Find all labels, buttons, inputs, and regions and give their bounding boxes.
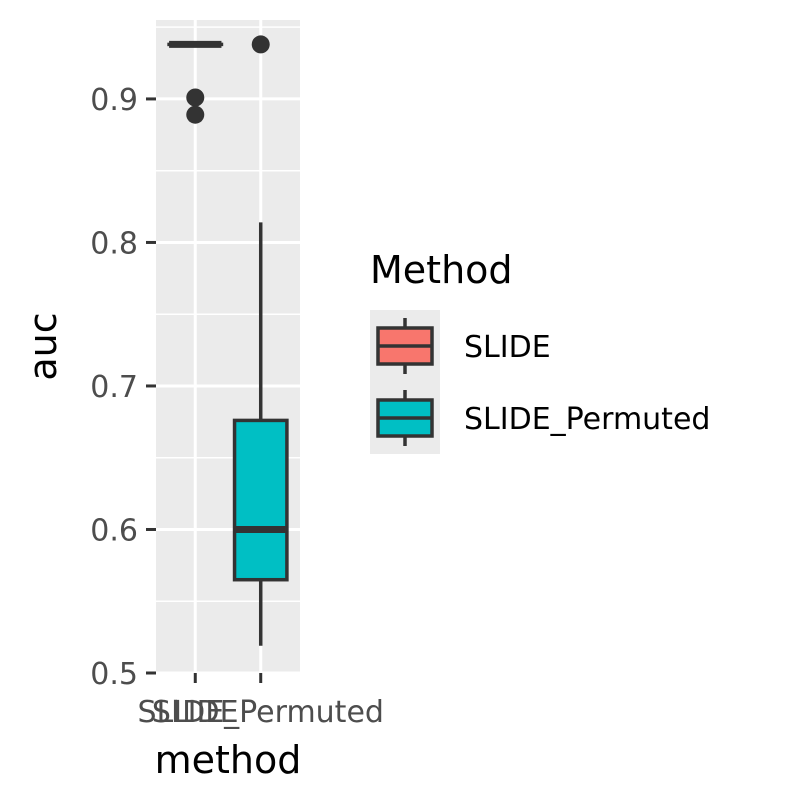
outlier-point [186,88,205,107]
legend-label: SLIDE_Permuted [464,402,710,437]
x-tick-label: SLIDE [152,695,239,730]
legend: Method SLIDE SLIDE_Permuted [370,248,710,454]
x-tick-label: SLIDE_Permuted [138,695,384,730]
legend-key-SLIDE [370,310,440,382]
y-tick-label: 0.9 [90,83,138,118]
y-axis-title: auc [21,312,65,380]
grid-minor [156,26,300,602]
y-tick-label: 0.5 [90,657,138,692]
legend-key-SLIDE_Permuted [370,382,440,454]
box-SLIDE_Permuted [232,35,289,646]
boxes [167,35,289,646]
box-SLIDE [167,40,224,124]
legend-label: SLIDE [464,330,551,365]
legend-title: Method [370,248,513,292]
x-axis-title: method [155,738,302,782]
outlier-point [186,105,205,124]
y-tick-label: 0.6 [90,513,138,548]
y-tick-label: 0.7 [90,370,138,405]
y-tick-label: 0.8 [90,226,138,261]
iqr-box [232,418,289,582]
y-axis: 0.5 0.6 0.7 0.8 0.9 [90,83,156,692]
outlier-point [251,35,270,54]
